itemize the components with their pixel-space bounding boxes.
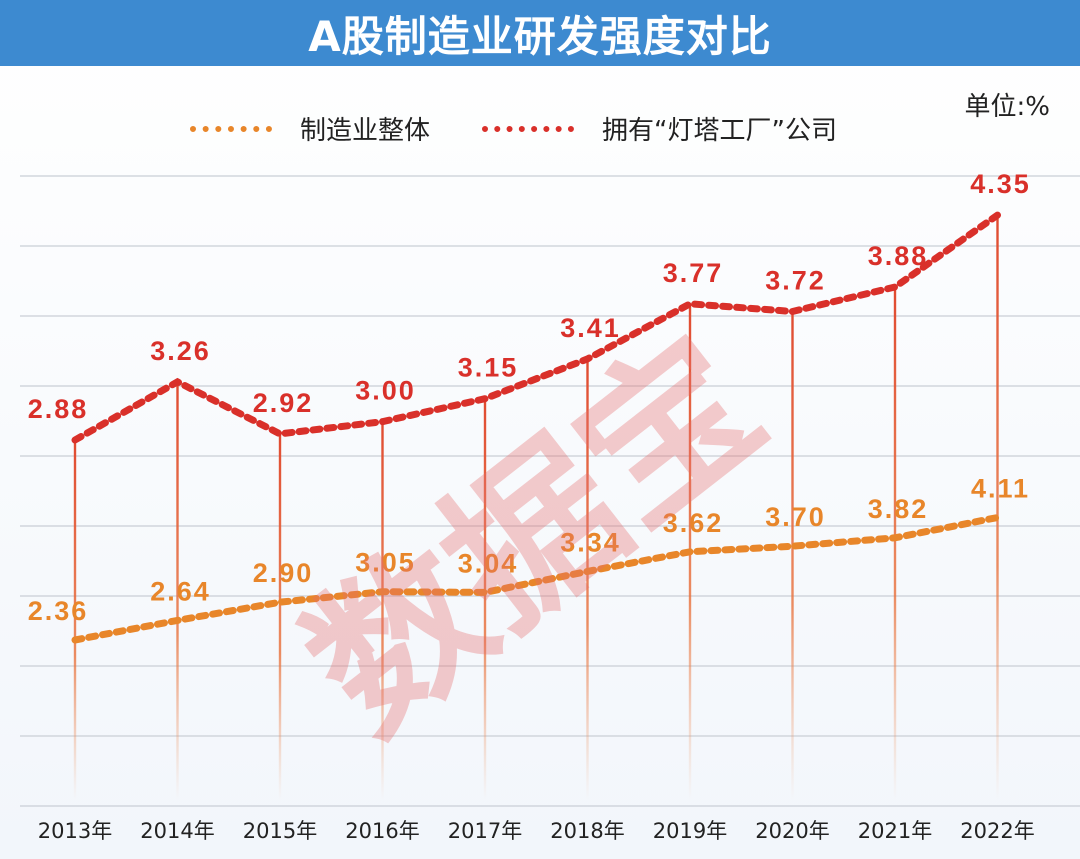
stem-line <box>996 215 999 801</box>
x-tick-label: 2019年 <box>653 819 727 843</box>
data-label: 2.36 <box>28 596 89 626</box>
stem-line <box>483 398 487 800</box>
data-label: 3.00 <box>355 376 416 406</box>
series-line-0 <box>71 514 1001 644</box>
x-tick-label: 2014年 <box>140 819 214 843</box>
data-label: 3.41 <box>560 313 621 343</box>
legend-label-overall: 制造业整体 <box>300 116 431 146</box>
legend-item-lighthouse: 拥有“灯塔工厂”公司 <box>482 110 837 147</box>
data-label: 3.70 <box>765 502 826 532</box>
chart-title: A股制造业研发强度对比 <box>308 11 772 61</box>
data-label: 3.82 <box>868 494 929 524</box>
data-label: 3.34 <box>560 527 621 557</box>
legend-swatch-overall <box>190 125 272 132</box>
x-tick-label: 2022年 <box>960 819 1034 843</box>
stem-line <box>278 433 282 800</box>
data-label: 3.26 <box>150 336 211 366</box>
x-tick-label: 2013年 <box>38 819 112 843</box>
series-line-1 <box>71 211 1001 444</box>
title-bar: A股制造业研发强度对比 <box>0 0 1080 66</box>
stem-line <box>893 287 897 800</box>
data-label: 4.11 <box>971 474 1030 504</box>
data-label: 2.90 <box>253 558 314 588</box>
data-label: 2.64 <box>150 576 211 606</box>
x-tick-label: 2020年 <box>755 819 829 843</box>
legend-label-lighthouse: 拥有“灯塔工厂”公司 <box>602 116 837 146</box>
data-label: 4.35 <box>970 169 1031 199</box>
data-label: 2.92 <box>253 388 314 418</box>
stem-line <box>791 311 794 800</box>
data-label: 2.88 <box>28 394 89 424</box>
data-label: 3.72 <box>765 265 826 295</box>
data-label: 3.62 <box>663 508 724 538</box>
unit-label: 单位:% <box>964 92 1050 122</box>
stem-line <box>381 421 384 800</box>
x-tick-label: 2015年 <box>243 819 317 843</box>
x-tick-label: 2021年 <box>858 819 932 843</box>
legend-swatch-lighthouse <box>482 125 574 132</box>
stem-line <box>73 440 77 800</box>
data-label: 3.04 <box>458 548 519 578</box>
x-tick-label: 2018年 <box>550 819 624 843</box>
data-label: 3.05 <box>355 548 416 578</box>
legend-item-overall: 制造业整体 <box>190 110 430 147</box>
x-tick-label: 2017年 <box>448 819 522 843</box>
x-tick-label: 2016年 <box>345 819 419 843</box>
data-label: 3.15 <box>458 353 519 383</box>
stem-line <box>586 358 589 800</box>
stem-line <box>176 381 179 800</box>
data-label: 3.77 <box>663 258 724 288</box>
data-label: 3.88 <box>868 241 929 271</box>
